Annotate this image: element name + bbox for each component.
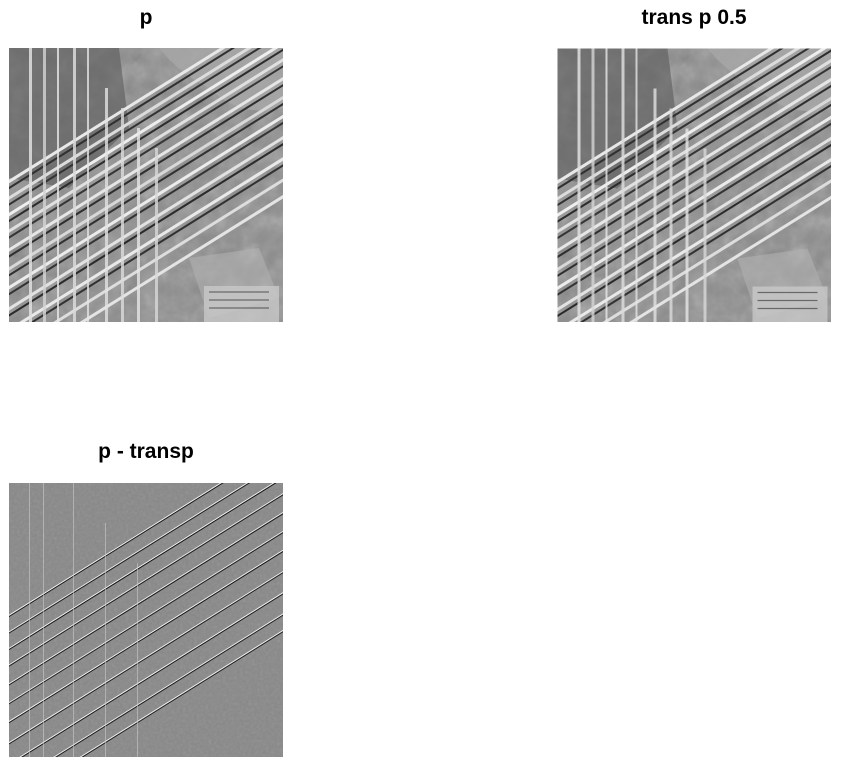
translated-pipes-image [557, 48, 831, 322]
difference-image [9, 483, 283, 757]
panel-title-p: p [139, 6, 153, 29]
aerial-pipes-image [9, 48, 283, 322]
panel-title-trans-p: trans p 0.5 [641, 6, 747, 29]
panel-title-difference: p - transp [98, 440, 194, 463]
